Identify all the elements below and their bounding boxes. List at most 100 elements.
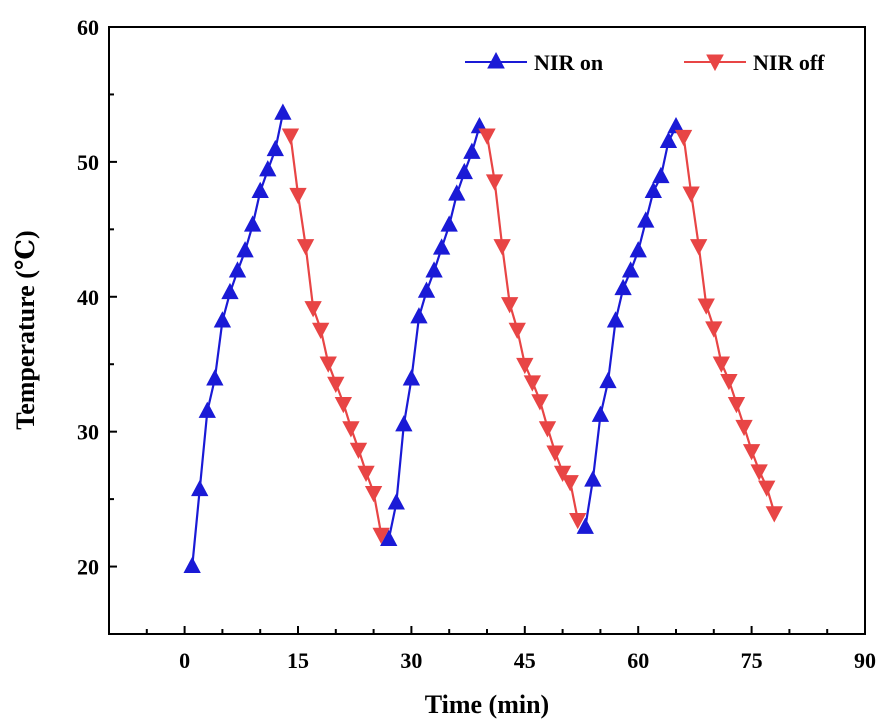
series-line bbox=[387, 126, 481, 540]
x-tick-label: 0 bbox=[179, 648, 190, 673]
x-axis-title: Time (min) bbox=[425, 690, 549, 719]
series-nir-on bbox=[183, 103, 685, 573]
data-point bbox=[478, 128, 496, 145]
data-point bbox=[576, 517, 594, 534]
data-point bbox=[516, 357, 534, 375]
series-line bbox=[584, 126, 677, 528]
y-axis: 20 30 40 50 60 bbox=[77, 15, 117, 580]
data-point bbox=[493, 239, 511, 256]
data-point bbox=[765, 506, 783, 523]
data-point bbox=[463, 142, 481, 159]
series-line bbox=[485, 134, 579, 520]
data-point bbox=[546, 445, 564, 462]
data-point bbox=[327, 376, 345, 393]
data-point bbox=[319, 356, 337, 373]
x-tick-label: 30 bbox=[400, 648, 422, 673]
data-point bbox=[251, 181, 269, 198]
data-point bbox=[690, 239, 708, 256]
data-point bbox=[614, 278, 632, 296]
y-tick-label: 60 bbox=[77, 15, 99, 40]
data-point bbox=[720, 374, 738, 391]
data-point bbox=[432, 238, 451, 255]
data-point bbox=[425, 261, 443, 278]
data-point bbox=[697, 298, 715, 315]
data-point bbox=[372, 527, 390, 545]
data-point bbox=[206, 369, 224, 386]
legend-marker-nir-off bbox=[706, 54, 724, 72]
data-point bbox=[485, 174, 504, 191]
legend-item-nir-on: NIR on bbox=[465, 50, 603, 75]
legend-item-nir-off: NIR off bbox=[684, 50, 825, 75]
data-point bbox=[659, 131, 678, 149]
data-point bbox=[236, 241, 254, 258]
data-point bbox=[289, 187, 307, 205]
data-point bbox=[606, 311, 625, 328]
data-point bbox=[758, 480, 776, 497]
data-point bbox=[750, 464, 768, 481]
data-point bbox=[387, 493, 405, 510]
x-tick-label: 60 bbox=[627, 648, 649, 673]
data-point bbox=[221, 282, 239, 300]
data-point bbox=[357, 465, 375, 482]
data-point bbox=[312, 322, 330, 340]
series-line bbox=[191, 113, 284, 567]
data-point bbox=[402, 369, 421, 386]
y-axis-title: Temperature (℃) bbox=[11, 230, 40, 429]
data-point bbox=[213, 311, 232, 328]
x-tick-label: 45 bbox=[514, 648, 536, 673]
y-tick-label: 50 bbox=[77, 150, 99, 175]
series-nir-off bbox=[281, 128, 783, 545]
data-point bbox=[531, 394, 549, 411]
data-point bbox=[281, 128, 300, 145]
data-point bbox=[380, 529, 398, 546]
data-point bbox=[183, 556, 201, 573]
data-point bbox=[334, 396, 353, 414]
legend: NIR on NIR off bbox=[465, 50, 825, 75]
y-tick-label: 30 bbox=[77, 420, 99, 445]
series-layer bbox=[183, 103, 783, 573]
y-tick-label: 20 bbox=[77, 555, 99, 580]
data-point bbox=[735, 419, 753, 437]
x-tick-label: 75 bbox=[741, 648, 763, 673]
data-point bbox=[395, 415, 413, 432]
data-point bbox=[637, 211, 655, 228]
data-point bbox=[742, 444, 761, 461]
data-point bbox=[455, 162, 473, 180]
data-point bbox=[501, 297, 519, 314]
data-point bbox=[508, 322, 526, 340]
legend-label-nir-on: NIR on bbox=[534, 50, 603, 75]
data-point bbox=[296, 239, 315, 256]
series-line bbox=[682, 136, 776, 513]
data-point bbox=[274, 103, 292, 120]
data-point bbox=[342, 421, 360, 438]
data-point bbox=[591, 405, 610, 422]
data-point bbox=[682, 186, 700, 203]
data-point bbox=[553, 465, 572, 482]
data-point bbox=[243, 215, 262, 232]
legend-label-nir-off: NIR off bbox=[753, 50, 825, 75]
data-point bbox=[584, 470, 602, 487]
data-point bbox=[523, 375, 542, 392]
data-point bbox=[191, 479, 209, 497]
data-point bbox=[364, 485, 383, 503]
data-point bbox=[538, 421, 557, 438]
data-point bbox=[417, 281, 436, 298]
data-point bbox=[569, 512, 587, 530]
data-point bbox=[448, 184, 466, 201]
data-point bbox=[629, 241, 647, 258]
data-point bbox=[712, 356, 731, 373]
data-point bbox=[259, 160, 277, 177]
data-point bbox=[644, 181, 662, 198]
legend-marker-nir-on bbox=[487, 51, 505, 69]
data-point bbox=[621, 261, 640, 278]
data-point bbox=[599, 371, 617, 389]
data-point bbox=[410, 307, 428, 324]
data-point bbox=[667, 116, 685, 134]
data-point bbox=[727, 396, 746, 414]
data-point bbox=[652, 166, 670, 184]
data-point bbox=[674, 129, 693, 147]
data-point bbox=[198, 401, 216, 418]
data-point bbox=[705, 321, 723, 338]
x-axis: 0 15 30 45 60 75 90 bbox=[145, 626, 876, 673]
